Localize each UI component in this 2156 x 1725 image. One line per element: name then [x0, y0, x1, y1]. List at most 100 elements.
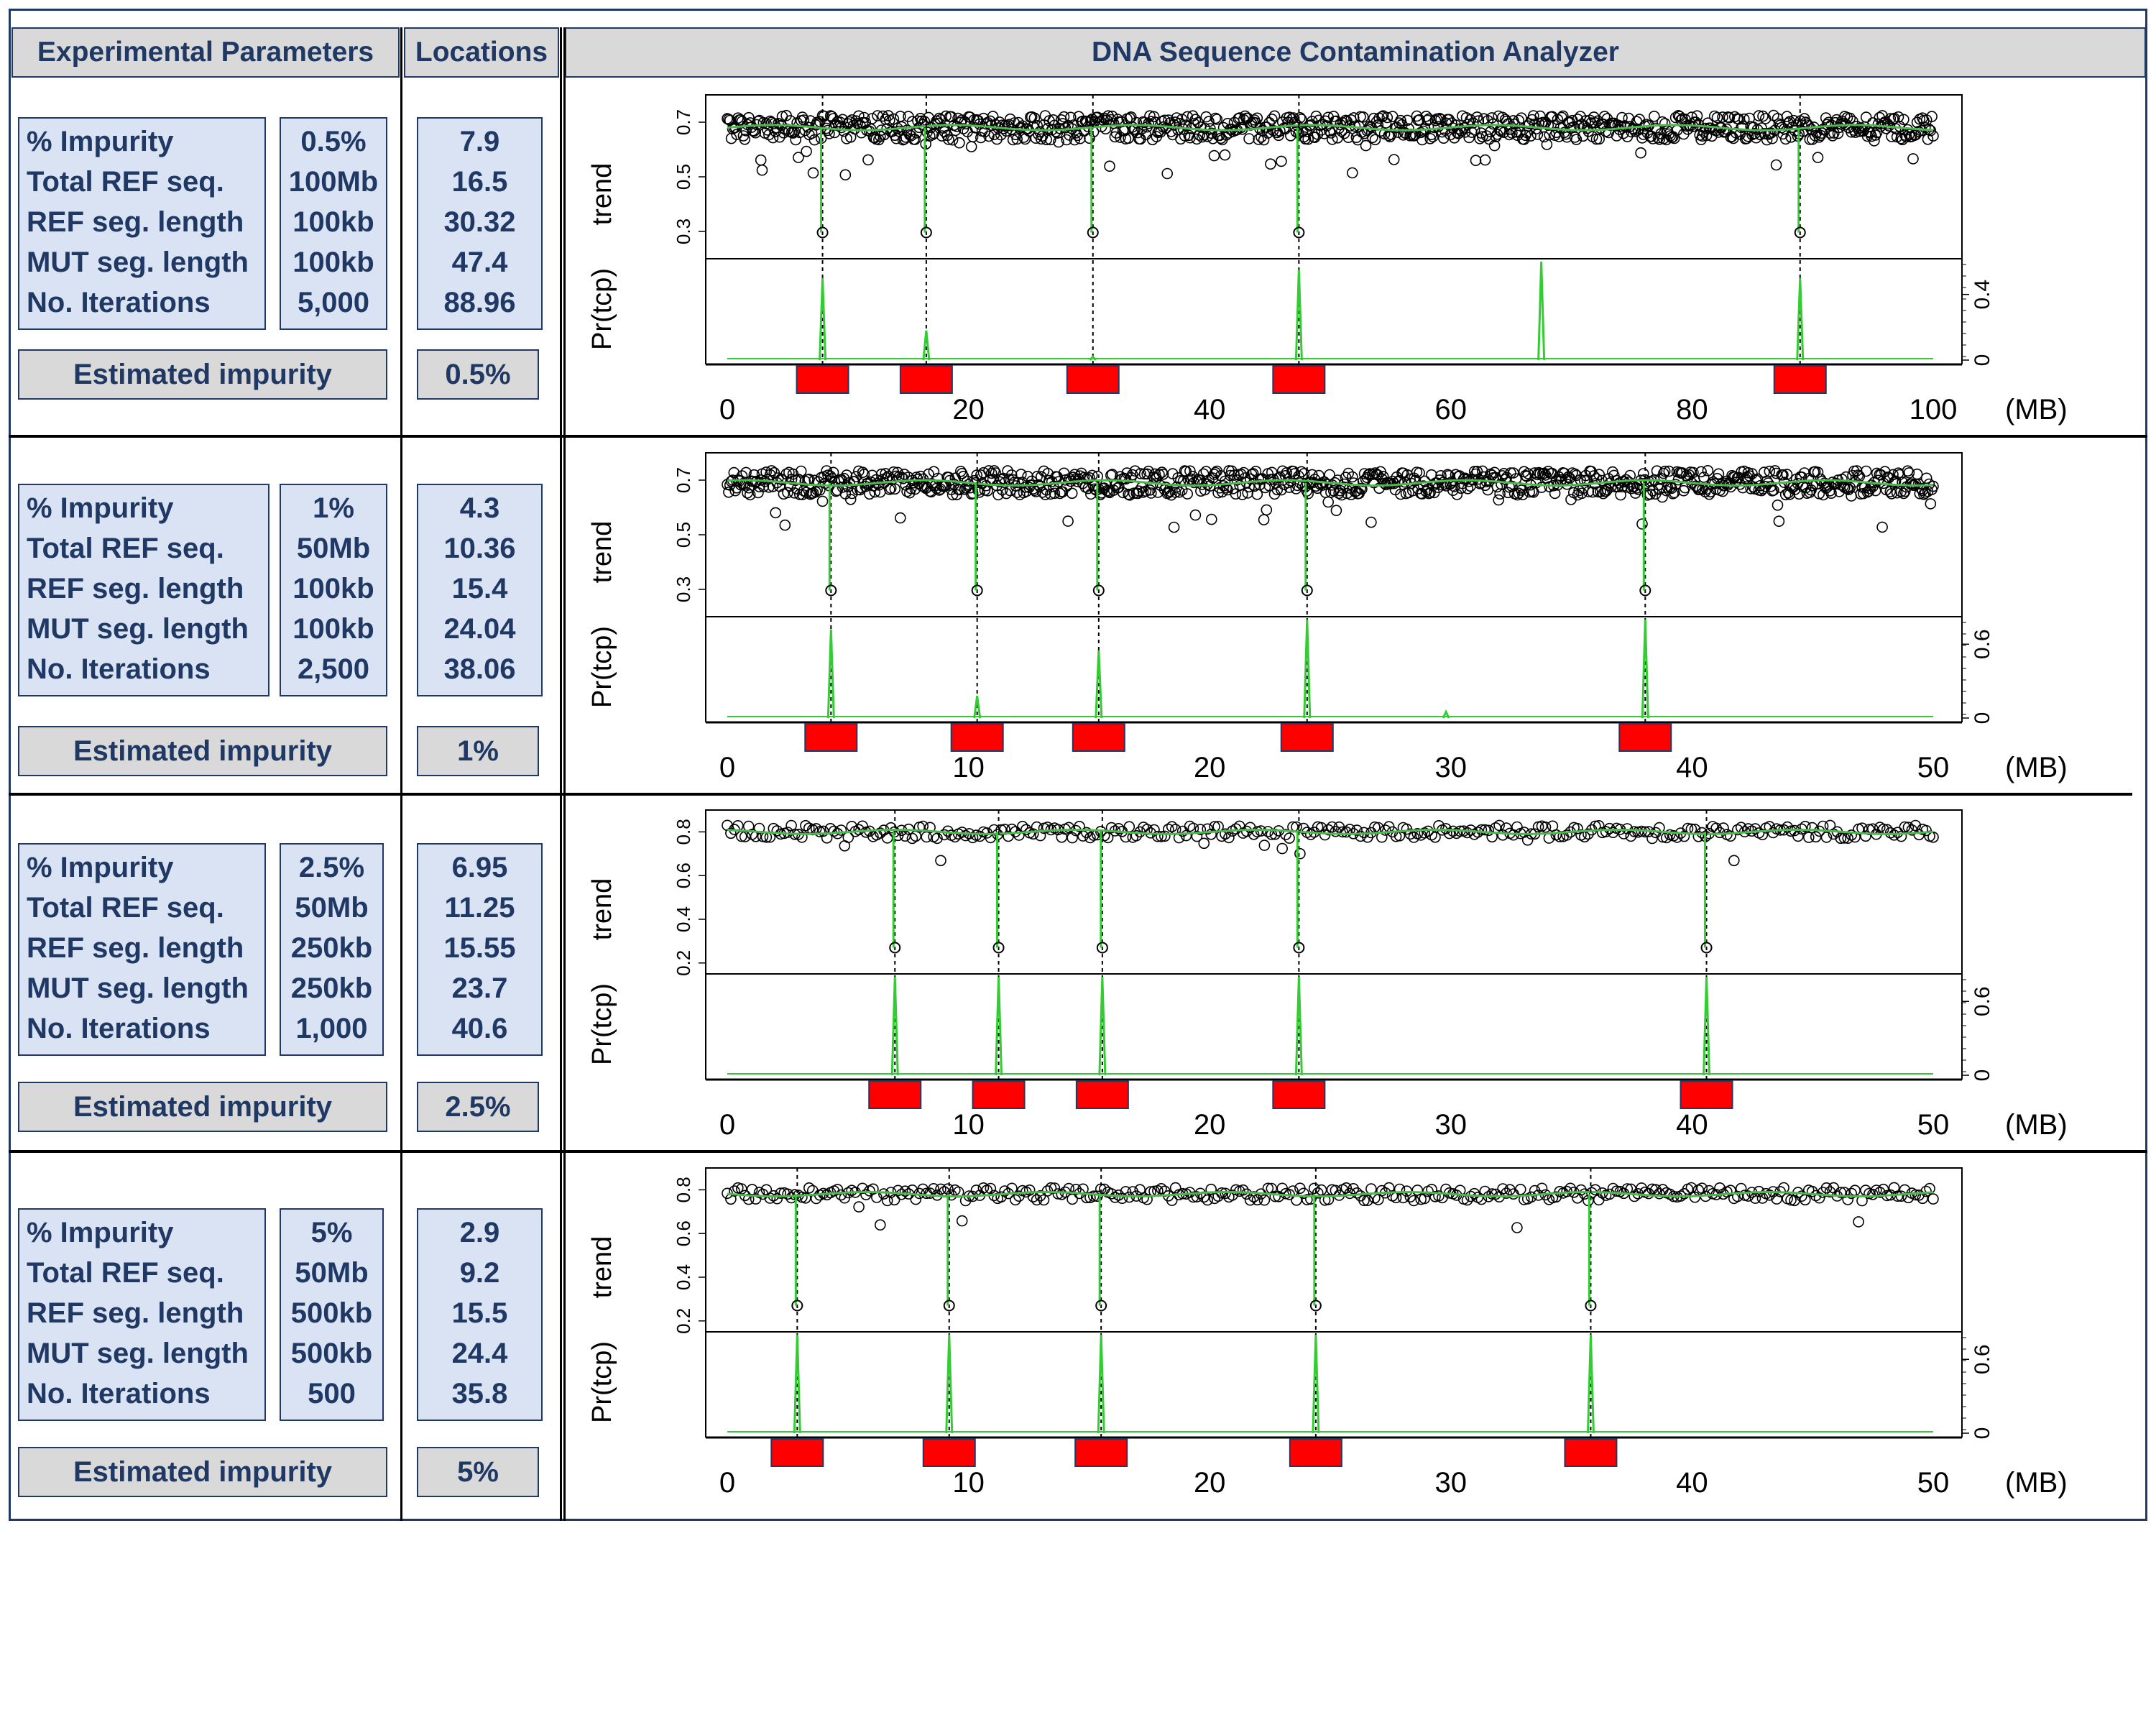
trend-point — [1207, 133, 1219, 144]
trend-point — [1884, 486, 1897, 497]
trend-point — [1471, 465, 1483, 477]
trend-point — [1332, 474, 1344, 486]
changepoint-low-point — [816, 226, 829, 239]
top-ytick-label: 0.8 — [673, 1177, 694, 1202]
trend-point — [1749, 823, 1761, 834]
location-marker — [1272, 1080, 1326, 1109]
trend-axis-label: trend — [587, 878, 617, 941]
prob-peak — [1537, 261, 1546, 361]
trend-point — [1588, 111, 1600, 123]
trend-point — [742, 1193, 755, 1205]
trend-point — [1813, 1192, 1825, 1204]
trend-point — [1408, 832, 1420, 843]
trend-point — [1356, 483, 1368, 495]
trend-point — [1427, 131, 1439, 142]
trend-point — [732, 112, 744, 124]
trend-point — [1372, 469, 1384, 481]
trend-point — [862, 154, 874, 166]
trend-point — [1879, 466, 1891, 477]
trend-point — [1351, 1187, 1363, 1199]
trend-point — [1889, 475, 1902, 487]
prob-peak — [973, 695, 982, 719]
location-marker — [922, 1438, 976, 1467]
trend-point — [1649, 110, 1660, 122]
trend-point — [968, 474, 980, 487]
trend-point — [827, 113, 839, 124]
trend-point — [1403, 123, 1414, 135]
trend-point — [1895, 1190, 1907, 1202]
prob-peak — [1796, 277, 1805, 361]
trend-point — [795, 465, 807, 477]
contamination-chart-2: 0.3 0.5 0.7 0 0.6 trend Pr(tcp) 0 10 20 30 40 50 (MB) — [587, 452, 2068, 783]
trend-point — [1608, 469, 1620, 482]
trend-point — [1525, 1191, 1537, 1203]
estimated-impurity-value-text: 0.5% — [445, 358, 511, 390]
trend-point — [1892, 827, 1904, 839]
trend-point — [1239, 110, 1251, 122]
trend-point — [1772, 500, 1784, 511]
trend-point — [1157, 468, 1169, 480]
trend-point — [1658, 467, 1669, 479]
trend-point — [1547, 111, 1558, 123]
trend-point — [874, 1219, 886, 1230]
top-ytick-label: 0.6 — [673, 862, 694, 888]
trend-plot-frame — [705, 1167, 1963, 1333]
location-marker — [899, 365, 953, 394]
bottom-ytick-label: 0 — [1971, 1427, 1994, 1440]
trend-point — [1424, 487, 1436, 499]
trend-point — [1596, 474, 1608, 487]
trend-point — [1081, 1192, 1092, 1204]
top-ytick-label: 0.7 — [673, 467, 694, 493]
trend-point — [1298, 468, 1310, 479]
trend-point — [1766, 132, 1778, 144]
trend-point — [1860, 111, 1872, 123]
trend-point — [1041, 822, 1054, 833]
trend-point — [1153, 469, 1165, 480]
trend-point — [1342, 467, 1354, 479]
prob-peak — [819, 277, 827, 361]
trend-point — [1156, 1182, 1167, 1195]
trend-point — [1502, 118, 1514, 130]
x-unit-label: (MB) — [2005, 752, 2068, 783]
trend-point — [899, 830, 911, 842]
trend-point — [1508, 467, 1519, 479]
x-unit-label: (MB) — [2005, 1467, 2068, 1499]
trend-point — [1601, 484, 1613, 496]
trend-point — [1531, 129, 1544, 140]
locations-header-label: Locations — [415, 37, 548, 68]
trend-point — [1284, 832, 1295, 844]
changepoint-low-point — [1639, 584, 1651, 597]
x-tick-label: 40 — [1676, 752, 1708, 783]
trend-point — [1369, 134, 1381, 146]
location-value: 88.96 — [443, 287, 516, 318]
top-ytick-label: 0.4 — [673, 906, 694, 932]
trend-point — [1296, 466, 1307, 478]
trend-point — [1347, 471, 1358, 483]
trend-point — [1258, 514, 1270, 525]
x-tick-label: 30 — [1435, 1109, 1468, 1141]
trend-point — [1759, 113, 1772, 124]
trend-point — [1761, 134, 1773, 146]
x-unit-label: (MB) — [2005, 1109, 2068, 1141]
trend-point — [853, 1201, 865, 1213]
trend-point — [793, 489, 806, 500]
trend-point — [909, 134, 921, 145]
trend-point — [1659, 118, 1671, 129]
trend-point — [1324, 469, 1335, 481]
trend-point — [1357, 111, 1369, 123]
trend-point — [982, 485, 993, 497]
trend-point — [1399, 476, 1411, 488]
trend-point — [1191, 1191, 1203, 1202]
location-marker — [1272, 365, 1326, 394]
trend-point — [1381, 111, 1393, 124]
bottom-ytick-label: 0 — [1971, 1070, 1994, 1082]
prob-axis-label: Pr(tcp) — [587, 983, 617, 1065]
location-value: 15.4 — [451, 573, 508, 604]
value-iterations: 1,000 — [295, 1013, 368, 1044]
trend-point — [1258, 134, 1270, 146]
panel-divider — [9, 435, 2147, 438]
trend-point — [1243, 133, 1255, 144]
trend-point — [1158, 830, 1171, 842]
x-tick-label: 40 — [1676, 1109, 1708, 1141]
trend-point — [1838, 1187, 1851, 1198]
